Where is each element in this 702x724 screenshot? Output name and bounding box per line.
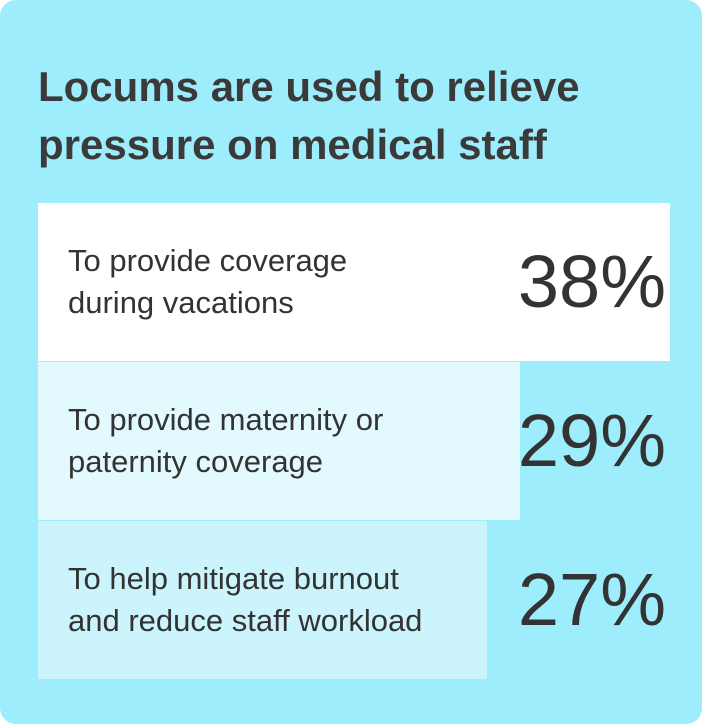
chart-title: Locums are used to relieve pressure on m… xyxy=(38,63,580,168)
value-label: 27% xyxy=(517,558,666,641)
bar xyxy=(38,362,521,520)
bar xyxy=(38,203,670,361)
value-label: 29% xyxy=(517,399,666,482)
value-label: 38% xyxy=(517,240,666,323)
category-label: To provide coverage during vacations xyxy=(68,243,348,320)
bar xyxy=(38,521,488,679)
category-label: To provide maternity or paternity covera… xyxy=(68,402,384,479)
category-label: To help mitigate burnout and reduce staf… xyxy=(68,561,423,638)
